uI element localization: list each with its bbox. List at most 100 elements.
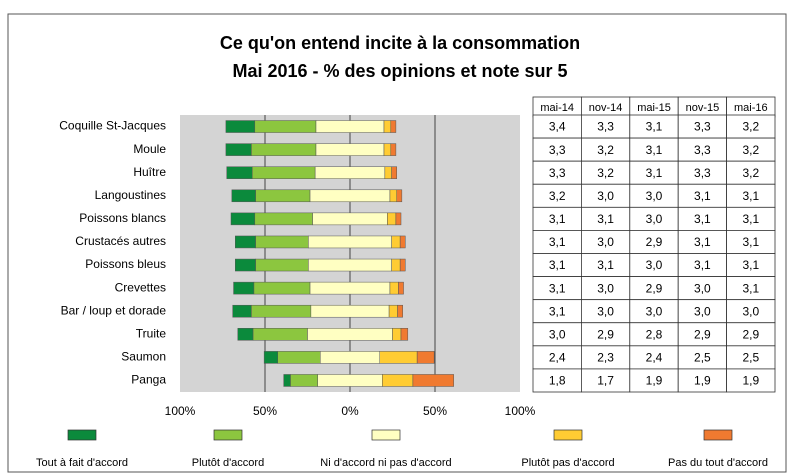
table-value: 3,2 — [742, 166, 759, 180]
legend-label: Plutôt d'accord — [192, 457, 264, 469]
bar-segment — [309, 189, 391, 203]
legend-label: Tout à fait d'accord — [36, 457, 128, 469]
legend-label: Plutôt pas d'accord — [521, 457, 614, 469]
table-value: 2,5 — [694, 351, 711, 365]
y-tick-label: Moule — [133, 142, 166, 156]
table-value: 2,4 — [646, 351, 663, 365]
table-value: 3,0 — [597, 281, 614, 295]
bar-segment — [387, 212, 397, 226]
table-value: 3,1 — [549, 304, 566, 318]
bar-segment — [416, 351, 435, 364]
legend-swatch — [67, 429, 97, 441]
bar-segment — [412, 374, 454, 387]
table-value: 3,0 — [597, 189, 614, 203]
bar-segment — [277, 351, 321, 364]
y-tick-label: Bar / loup et dorade — [61, 303, 167, 317]
bar-segment — [317, 374, 383, 387]
y-tick-label: Truite — [136, 326, 167, 340]
table-value: 3,0 — [694, 304, 711, 318]
table-value: 1,9 — [742, 374, 759, 388]
table-value: 3,1 — [646, 120, 663, 134]
legend-swatch — [703, 429, 733, 441]
table-value: 2,9 — [742, 327, 759, 341]
bar-segment — [390, 143, 397, 156]
x-tick-label: 100% — [505, 404, 536, 418]
bar-segment — [391, 258, 401, 272]
table-value: 2,9 — [597, 327, 614, 341]
bar-segment — [388, 304, 398, 318]
y-tick-label: Panga — [131, 373, 166, 387]
table-value: 3,3 — [597, 120, 614, 134]
bar-segment — [400, 328, 409, 341]
bar-segment — [230, 212, 256, 226]
table-value: 3,2 — [597, 166, 614, 180]
legend-label: Ni d'accord ni pas d'accord — [320, 457, 451, 469]
table-value: 3,0 — [646, 304, 663, 318]
bar-segment — [395, 212, 402, 226]
bar-segment — [399, 235, 406, 249]
table-value: 3,1 — [742, 281, 759, 295]
y-tick-label: Huître — [133, 165, 166, 179]
bar-segment — [312, 212, 388, 226]
bar-segment — [308, 258, 392, 272]
x-tick-label: 0% — [341, 404, 359, 418]
bar-segment — [308, 235, 392, 249]
table-value: 3,3 — [694, 143, 711, 157]
table-value: 3,3 — [549, 166, 566, 180]
table-value: 1,9 — [646, 374, 663, 388]
table-value: 1,9 — [694, 374, 711, 388]
bar-segment — [251, 304, 312, 318]
table-value: 3,4 — [549, 120, 566, 134]
bar-segment — [251, 143, 317, 156]
table-value: 3,0 — [597, 235, 614, 249]
y-tick-label: Poissons blancs — [79, 211, 166, 225]
table-value: 3,1 — [549, 281, 566, 295]
table-value: 2,5 — [742, 351, 759, 365]
bar-segment — [396, 189, 403, 203]
table-value: 1,7 — [597, 374, 614, 388]
table-value: 2,9 — [646, 235, 663, 249]
chart-subtitle: Mai 2016 - % des opinions et note sur 5 — [232, 61, 567, 81]
table-value: 3,3 — [549, 143, 566, 157]
table-value: 3,1 — [694, 212, 711, 226]
bar-segment — [226, 166, 253, 179]
bar-segment — [233, 281, 255, 295]
bar-segment — [391, 235, 401, 249]
x-tick-label: 50% — [423, 404, 447, 418]
bar-segment — [237, 328, 254, 341]
legend-label: Pas du tout d'accord — [668, 457, 768, 469]
table-header: mai-15 — [637, 102, 671, 114]
y-tick-label: Poissons bleus — [85, 257, 166, 271]
table-value: 3,0 — [549, 327, 566, 341]
bar-segment — [235, 258, 256, 272]
bar-segment — [399, 258, 406, 272]
bar-segment — [232, 304, 252, 318]
table-value: 3,0 — [646, 189, 663, 203]
bar-segment — [255, 189, 311, 203]
table-cell — [726, 368, 776, 393]
bar-segment — [389, 189, 398, 203]
table-value: 3,0 — [694, 281, 711, 295]
table-value: 3,3 — [694, 120, 711, 134]
bar-segment — [315, 143, 385, 156]
table-value: 3,1 — [646, 166, 663, 180]
table-value: 2,9 — [694, 327, 711, 341]
table-value: 3,1 — [694, 258, 711, 272]
table-value: 3,2 — [742, 143, 759, 157]
table-value: 3,1 — [549, 258, 566, 272]
table-header: nov-14 — [589, 102, 623, 114]
chart-title: Ce qu'on entend incite à la consommation — [220, 33, 580, 53]
table-value: 3,1 — [549, 212, 566, 226]
bar-segment — [389, 281, 399, 295]
table-value: 3,1 — [597, 212, 614, 226]
table-value: 3,1 — [694, 189, 711, 203]
bar-segment — [309, 281, 391, 295]
legend-swatch — [553, 429, 583, 441]
table-value: 2,9 — [646, 281, 663, 295]
bar-segment — [392, 328, 402, 341]
bar-segment — [391, 166, 397, 179]
bar-segment — [252, 328, 308, 341]
table-value: 2,8 — [646, 327, 663, 341]
table-value: 3,2 — [742, 120, 759, 134]
